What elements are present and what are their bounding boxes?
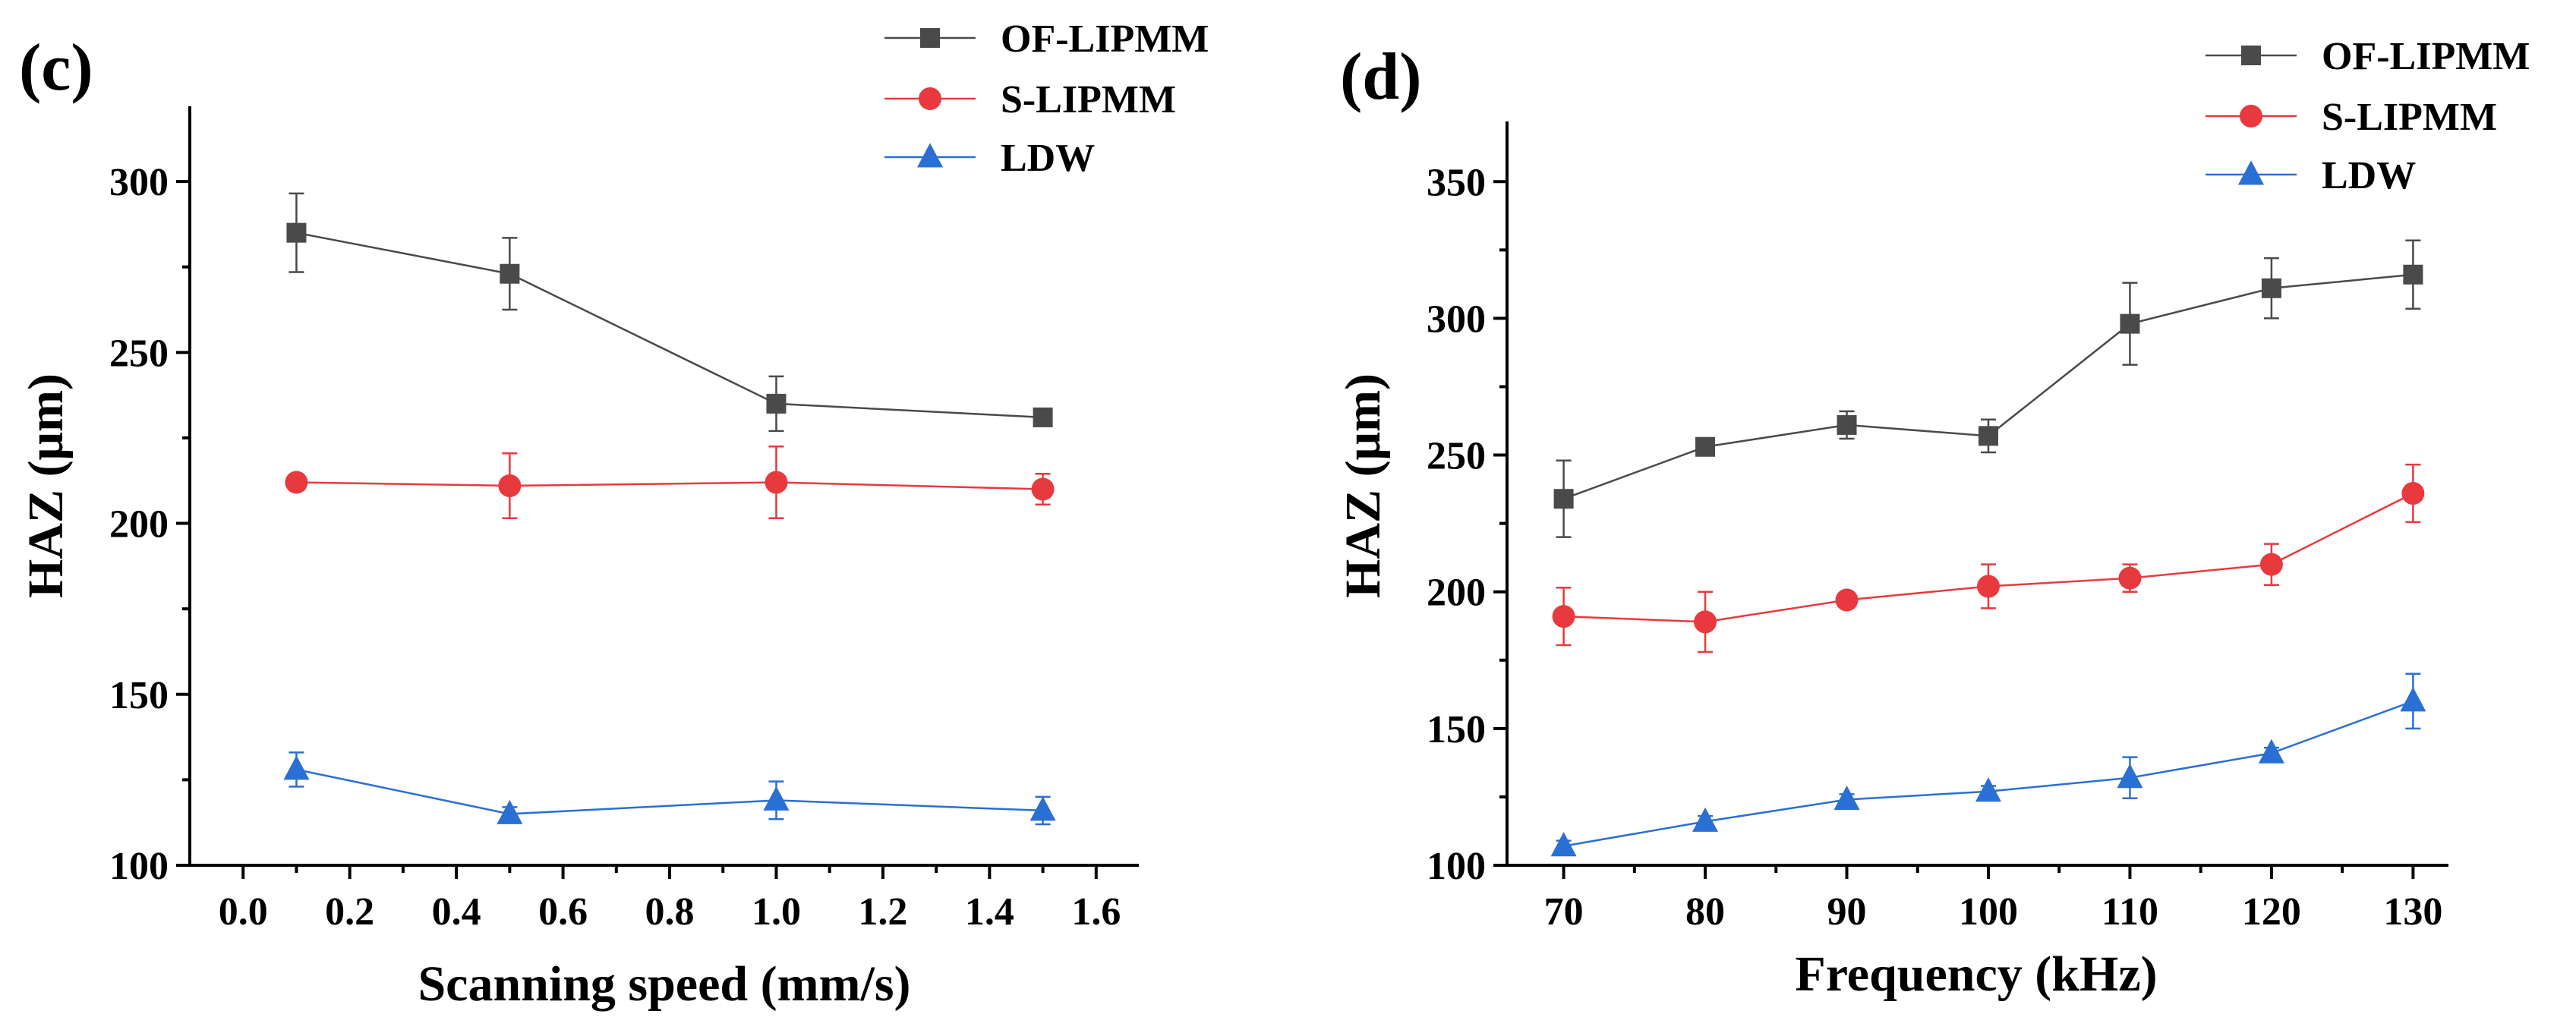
x-tick-label: 0.8 [645, 890, 695, 934]
legend-marker [2240, 105, 2262, 128]
legend-marker [919, 87, 941, 110]
y-tick-label: 200 [1427, 572, 1486, 615]
data-point [1033, 407, 1053, 427]
data-point [1692, 807, 1719, 832]
x-tick-label: 110 [2101, 890, 2158, 934]
x-tick-label: 1.0 [752, 890, 801, 934]
y-tick-label: 100 [109, 845, 169, 888]
x-tick-label: 100 [1959, 890, 2018, 934]
x-tick-label: 1.2 [858, 890, 907, 934]
data-point [2258, 739, 2284, 764]
legend-label: S-LIPMM [1001, 78, 1176, 121]
y-tick-label: 300 [109, 161, 169, 204]
series-line [296, 481, 1043, 490]
chart-panel-c: 100 150 200 250 300 0.0 0.2 0.4 0.6 0.8 1.0 1.2 1.4 1… [18, 17, 1209, 1012]
x-tick-label: 1.6 [1071, 890, 1121, 934]
y-tick-label: 150 [1427, 708, 1486, 751]
data-point [283, 755, 310, 780]
y-tick-label: 300 [1427, 298, 1486, 341]
series-of-lipmm [286, 192, 1053, 433]
x-tick-label: 80 [1685, 890, 1725, 934]
series-s-lipmm [285, 445, 1055, 520]
y-axis-title: HAZ (μm) [18, 373, 74, 598]
data-point [2403, 264, 2423, 285]
data-point [1978, 426, 1998, 446]
legend-label: LDW [1001, 137, 1095, 180]
legend-marker [2241, 46, 2261, 65]
y-tick-label: 250 [1427, 435, 1486, 478]
y-tick-label: 350 [1427, 161, 1486, 204]
x-tick-label: 0.6 [538, 890, 588, 934]
x-tick-label: 90 [1827, 890, 1867, 934]
data-point [1550, 832, 1577, 857]
data-point [2401, 482, 2425, 505]
data-point [2261, 278, 2281, 298]
y-tick-label: 250 [109, 332, 169, 375]
data-point [286, 222, 307, 243]
data-point [1833, 785, 1860, 811]
data-point [1552, 605, 1575, 628]
data-point [765, 471, 788, 494]
series-line [1563, 273, 2414, 500]
data-point [766, 393, 787, 414]
y-tick-label: 100 [1427, 845, 1486, 888]
x-tick-label: 0.2 [325, 890, 374, 934]
y-tick-label: 150 [109, 674, 169, 717]
x-tick-label: 120 [2242, 890, 2301, 934]
legend-label: S-LIPMM [2322, 96, 2497, 139]
legend-marker [2238, 160, 2264, 185]
legend-marker [917, 143, 943, 168]
data-point [1975, 777, 2001, 802]
x-tick-label: 0.0 [219, 890, 268, 934]
x-axis-title: Frequency (kHz) [1795, 946, 2157, 1002]
data-point [2259, 553, 2283, 576]
legend-label: LDW [2322, 154, 2416, 197]
data-point [497, 799, 523, 824]
series-line [296, 768, 1043, 815]
legend-label: OF-LIPMM [2322, 35, 2530, 78]
series-ldw [283, 751, 1056, 826]
data-point [1694, 610, 1717, 634]
data-point [2120, 313, 2140, 334]
series-line [1563, 700, 2414, 848]
data-point [763, 786, 790, 811]
data-point [1835, 588, 1859, 612]
data-point [1837, 414, 1857, 435]
chart-panel-d: 100 150 200 250 300 350 70 80 90 100 110 120 130 Freq… [1335, 35, 2530, 1002]
y-tick-label: 200 [109, 503, 169, 546]
data-point [2118, 566, 2142, 590]
series-line [296, 231, 1043, 419]
data-point [285, 471, 308, 494]
data-point [2400, 687, 2426, 712]
series-ldw [1550, 672, 2426, 857]
x-tick-label: 1.4 [965, 890, 1014, 934]
data-point [1031, 477, 1055, 501]
series-s-lipmm [1552, 463, 2425, 653]
data-point [1695, 436, 1716, 457]
panel-label: (d) [1340, 40, 1422, 114]
data-point [1029, 796, 1056, 821]
data-point [1976, 575, 2000, 598]
panel-label: (c) [19, 31, 93, 105]
x-tick-label: 130 [2383, 890, 2442, 934]
x-tick-label: 0.4 [432, 890, 481, 934]
x-axis-title: Scanning speed (mm/s) [418, 956, 910, 1012]
legend-marker [920, 28, 940, 48]
series-of-lipmm [1553, 239, 2423, 538]
data-point [1553, 489, 1574, 509]
data-point [2117, 764, 2143, 789]
data-point [498, 474, 522, 497]
legend-label: OF-LIPMM [1001, 17, 1209, 61]
x-tick-label: 70 [1544, 890, 1584, 934]
data-point [500, 263, 520, 284]
y-axis-title: HAZ (μm) [1335, 373, 1391, 598]
